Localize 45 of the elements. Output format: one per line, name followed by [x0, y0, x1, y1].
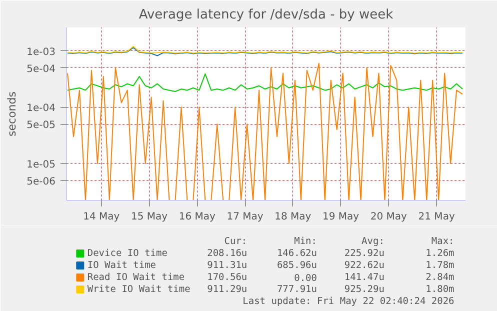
legend-label: Device IO time: [87, 248, 168, 259]
text: Avg:: [362, 236, 384, 247]
legend-label: IO Wait time: [87, 260, 156, 271]
text: 225.92u: [344, 248, 384, 259]
text: 2.84m: [426, 272, 455, 283]
text: 170.56u: [207, 272, 248, 283]
text: 911.31u: [207, 260, 248, 271]
text: Cur:: [224, 236, 248, 247]
line-series: [66, 73, 464, 92]
x-tick-label: 21 May: [418, 212, 455, 222]
x-tick-label: 17 May: [226, 212, 264, 222]
x-tick-label: 18 May: [274, 212, 312, 222]
text: 777.91u: [276, 284, 317, 295]
y-axis-title: seconds: [6, 91, 19, 136]
text: 1.26m: [426, 248, 455, 259]
line-series: [66, 46, 464, 56]
text: 685.96u: [276, 260, 317, 271]
x-tick-label: 16 May: [178, 212, 216, 222]
text: 141.47u: [344, 272, 384, 283]
text: Min:: [294, 236, 317, 247]
text: Last update: Fri May 22 02:40:24 2026: [242, 296, 455, 307]
text: 925.29u: [344, 284, 384, 295]
text: Max:: [431, 236, 454, 247]
text: 1.80m: [426, 284, 455, 295]
y-tick-label: 5e-04: [26, 64, 56, 75]
text: 1.78m: [426, 260, 455, 271]
text: 146.62u: [276, 248, 317, 259]
text: 0.00: [294, 273, 318, 284]
y-tick-label: 1e-03: [26, 46, 56, 58]
x-tick-label: 14 May: [83, 212, 120, 222]
legend-label: Read IO Wait time: [87, 272, 185, 283]
y-tick-label: 5e-06: [26, 176, 56, 188]
line-series: [66, 62, 464, 200]
text: 208.16u: [207, 248, 248, 259]
x-tick-label: 20 May: [370, 212, 408, 222]
text: 911.29u: [207, 284, 248, 295]
x-tick-label: 19 May: [322, 212, 360, 222]
x-tick-label: 15 May: [131, 212, 168, 222]
chart-title: Average latency for /dev/sda - by week: [138, 8, 394, 22]
text: 922.62u: [344, 260, 384, 271]
y-tick-label: 1e-05: [26, 159, 56, 170]
y-tick-label: 1e-04: [26, 103, 56, 114]
y-tick-label: 5e-05: [26, 120, 56, 132]
legend-label: Write IO Wait time: [87, 284, 191, 295]
line-series: [66, 46, 464, 54]
